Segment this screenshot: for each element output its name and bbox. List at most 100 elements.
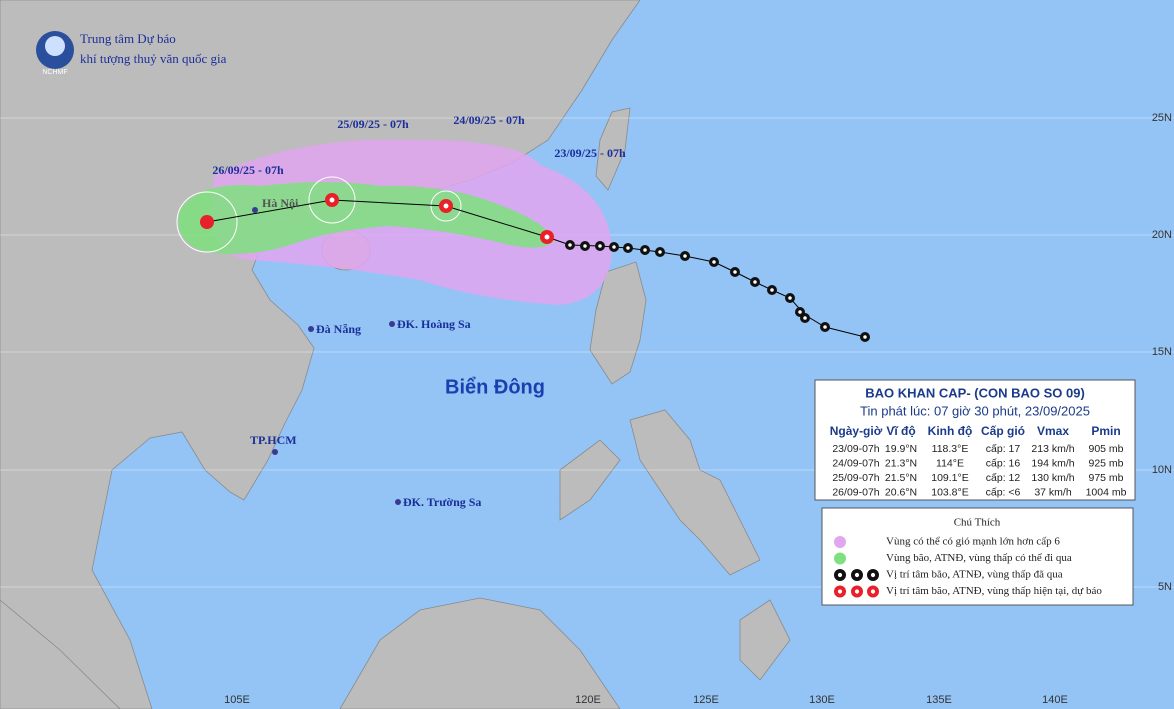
lat-label: 10N bbox=[1152, 464, 1172, 476]
sea-name: Biển Đông bbox=[445, 376, 545, 398]
lon-label: 135E bbox=[926, 694, 952, 706]
place-name: ĐK. Trường Sa bbox=[403, 495, 481, 509]
storm-cone bbox=[178, 182, 555, 254]
storm-eye bbox=[870, 572, 876, 578]
table-cell: 194 km/h bbox=[1031, 457, 1074, 469]
org-name: khí tượng thuỷ văn quốc gia bbox=[80, 51, 227, 66]
table-cell: cấp: 12 bbox=[986, 472, 1021, 484]
storm-eye bbox=[770, 288, 774, 292]
lon-label: 120E bbox=[575, 694, 601, 706]
place-name: ĐK. Hoàng Sa bbox=[397, 317, 471, 331]
storm-eye bbox=[753, 280, 757, 284]
lon-label: 130E bbox=[809, 694, 835, 706]
storm-eye bbox=[712, 260, 716, 264]
storm-eye bbox=[837, 589, 843, 594]
forecast-circles bbox=[176, 176, 462, 253]
table-cell: 25/09-07h bbox=[832, 472, 879, 484]
table-cell: 24/09-07h bbox=[832, 457, 879, 469]
legend-label: Vùng bão, ATNĐ, vùng thấp có thể đi qua bbox=[886, 552, 1072, 564]
bulletin-table: Ngày-giờ Vĩ độ Kinh độ Cấp gió Vmax Pmin 23/09… bbox=[830, 424, 1127, 498]
storm-eye bbox=[733, 270, 737, 274]
forecast-track bbox=[206, 199, 548, 238]
lon-label: 105E bbox=[224, 694, 250, 706]
table-cell: 103.8°E bbox=[931, 486, 968, 498]
forecast-time: 25/09/25 - 07h bbox=[337, 117, 409, 131]
column-header: Ngày-giờ bbox=[830, 424, 883, 438]
legend-swatch bbox=[834, 552, 846, 565]
table-cell: 213 km/h bbox=[1031, 443, 1074, 455]
storm-eye bbox=[443, 203, 449, 209]
storm-eye bbox=[788, 296, 792, 300]
table-cell: 20.6°N bbox=[885, 486, 917, 498]
place-name: Đà Nẵng bbox=[316, 322, 361, 336]
forecast-positions bbox=[200, 193, 554, 244]
place-name: Hà Nội bbox=[262, 196, 299, 210]
storm-eye bbox=[798, 310, 802, 314]
column-header: Vmax bbox=[1037, 424, 1069, 438]
forecast-time: 24/09/25 - 07h bbox=[453, 113, 525, 127]
table-cell: 21.5°N bbox=[885, 472, 917, 484]
table-cell: 118.3°E bbox=[932, 443, 969, 455]
place-dots bbox=[252, 207, 401, 505]
column-header: Vĩ độ bbox=[886, 424, 915, 438]
legend-swatch bbox=[834, 536, 846, 548]
column-header: Kinh độ bbox=[928, 424, 973, 438]
table-cell: 21.3°N bbox=[885, 457, 917, 469]
legend-label: Vùng có thể có gió mạnh lớn hơn cấp 6 bbox=[886, 536, 1060, 548]
bulletin-frame bbox=[814, 379, 1136, 501]
column-header: Pmin bbox=[1091, 424, 1120, 438]
lon-label: 140E bbox=[1042, 694, 1068, 706]
org-name: Trung tâm Dự báo bbox=[80, 31, 176, 46]
storm-eye bbox=[612, 245, 616, 249]
storm-eye bbox=[598, 244, 602, 248]
table-cell: cấp: <6 bbox=[986, 486, 1021, 498]
storm-eye bbox=[583, 244, 587, 248]
storm-eye bbox=[870, 589, 876, 594]
storm-eye bbox=[329, 197, 335, 203]
storm-eye bbox=[658, 250, 662, 254]
storm-eye bbox=[626, 246, 630, 250]
column-header: Cấp gió bbox=[981, 424, 1025, 438]
bulletin-box: BAO KHAN CAP- (CON BAO SO 09) Tin phát l… bbox=[814, 379, 1136, 501]
legend-items: Vùng có thể có gió mạnh lớn hơn cấp 6 Vùn… bbox=[834, 536, 1102, 598]
storm-eye bbox=[568, 243, 572, 247]
table-cell: 37 km/h bbox=[1034, 486, 1072, 498]
lat-label: 5N bbox=[1158, 581, 1172, 593]
table-cell: 905 mb bbox=[1088, 443, 1123, 455]
lat-label: 25N bbox=[1152, 112, 1172, 124]
storm-eye bbox=[837, 572, 843, 578]
legend-label: Vị trí tâm bão, ATNĐ, vùng thấp hiện tại… bbox=[886, 585, 1102, 597]
storm-eye bbox=[863, 335, 867, 339]
legend-label: Vị trí tâm bão, ATNĐ, vùng thấp đã qua bbox=[886, 569, 1063, 581]
storm-eye bbox=[643, 248, 647, 252]
table-cell: 130 km/h bbox=[1031, 472, 1074, 484]
table-cell: 109.1°E bbox=[931, 472, 968, 484]
lat-label: 15N bbox=[1152, 346, 1172, 358]
table-cell: 26/09-07h bbox=[832, 486, 879, 498]
table-cell: 114°E bbox=[936, 457, 964, 469]
legend-title: Chú Thích bbox=[954, 517, 1001, 529]
bulletin-issued: Tin phát lúc: 07 giờ 30 phút, 23/09/2025 bbox=[860, 403, 1090, 418]
lon-label: 125E bbox=[693, 694, 719, 706]
table-cell: 23/09-07h bbox=[832, 443, 879, 455]
table-cell: 925 mb bbox=[1088, 457, 1123, 469]
labels: 26/09/25 - 07h 25/09/25 - 07h 24/09/25 - 0… bbox=[212, 112, 1172, 706]
table-cell: 975 mb bbox=[1088, 472, 1123, 484]
lat-label: 20N bbox=[1152, 229, 1172, 241]
logo-text: NCHMF bbox=[42, 69, 67, 76]
past-positions bbox=[565, 240, 870, 342]
storm-eye bbox=[544, 234, 550, 240]
forecast-time: 23/09/25 - 07h bbox=[554, 146, 626, 160]
storm-eye bbox=[683, 254, 687, 258]
table-cell: cấp: 17 bbox=[986, 443, 1021, 455]
forecast-time: 26/09/25 - 07h bbox=[212, 163, 284, 177]
legend-box: Chú Thích Vùng có thể có gió mạnh lớn hơ… bbox=[821, 507, 1134, 606]
table-cell: 1004 mb bbox=[1086, 486, 1127, 498]
table-cell: cấp: 16 bbox=[986, 457, 1021, 469]
low-symbol bbox=[200, 215, 214, 229]
storm-eye bbox=[823, 325, 827, 329]
storm-eye bbox=[854, 589, 860, 594]
storm-eye bbox=[854, 572, 860, 578]
